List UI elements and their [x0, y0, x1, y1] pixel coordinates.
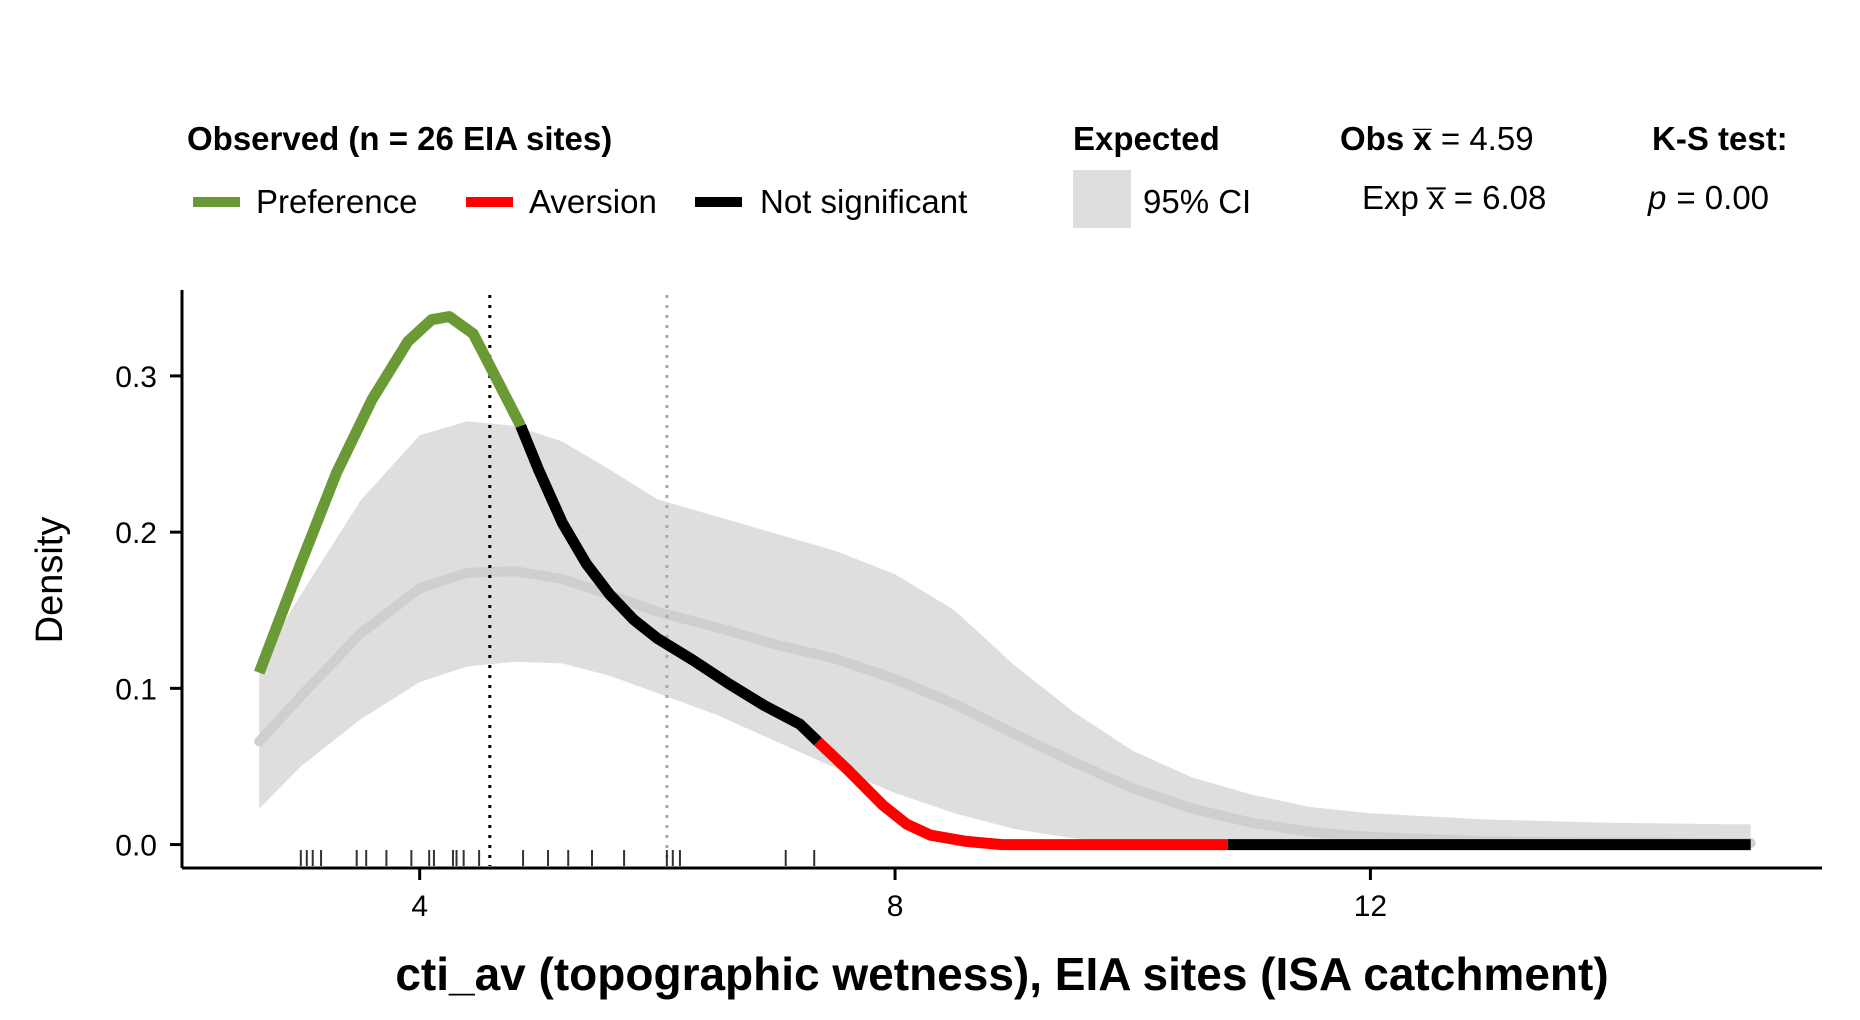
axes: [180, 290, 1822, 870]
legend: Observed (n = 26 EIA sites) Preference A…: [187, 120, 1788, 228]
y-tick-label: 0.2: [115, 517, 157, 550]
expected-mean-layer: [254, 566, 1756, 848]
observed-series-not-significant: [515, 423, 822, 746]
x-tick-label: 12: [1354, 890, 1387, 923]
legend-label-ci: 95% CI: [1143, 183, 1251, 220]
observed-series-aversion: [814, 737, 1228, 851]
ticks: 4 8 12 0.0 0.1 0.2 0.3: [115, 361, 1387, 923]
legend-key-ci: [1073, 170, 1131, 228]
ks-test-title: K-S test:: [1652, 120, 1788, 157]
observed-series-preference: [254, 311, 526, 675]
ks-p-label: p: [1647, 179, 1666, 216]
legend-label-aversion: Aversion: [529, 183, 657, 220]
ks-p-value: p = 0.00: [1647, 179, 1769, 216]
y-tick-label: 0.0: [115, 830, 157, 863]
legend-label-preference: Preference: [256, 183, 417, 220]
legend-expected-title: Expected: [1073, 120, 1220, 157]
x-axis-title: cti_av (topographic wetness), EIA sites …: [395, 948, 1608, 1000]
ks-p-number: = 0.00: [1676, 179, 1769, 216]
expected-ci-layer: [259, 421, 1751, 845]
y-tick-label: 0.1: [115, 673, 157, 706]
rug-layer: [299, 850, 816, 866]
x-tick-label: 4: [411, 890, 428, 923]
x-tick-label: 8: [887, 890, 904, 923]
expected-mean-curve: [254, 566, 1756, 848]
exp-mean-text: Exp x̅ = 6.08: [1362, 179, 1546, 216]
legend-label-not-significant: Not significant: [760, 183, 967, 220]
legend-observed-title: Observed (n = 26 EIA sites): [187, 120, 612, 157]
y-tick-label: 0.3: [115, 361, 157, 394]
obs-mean-text: Obs x̅ = 4.59: [1340, 120, 1534, 157]
observed-series-layer: [254, 311, 1751, 851]
y-axis-title: Density: [29, 517, 71, 644]
expected-ci-band: [259, 421, 1751, 845]
